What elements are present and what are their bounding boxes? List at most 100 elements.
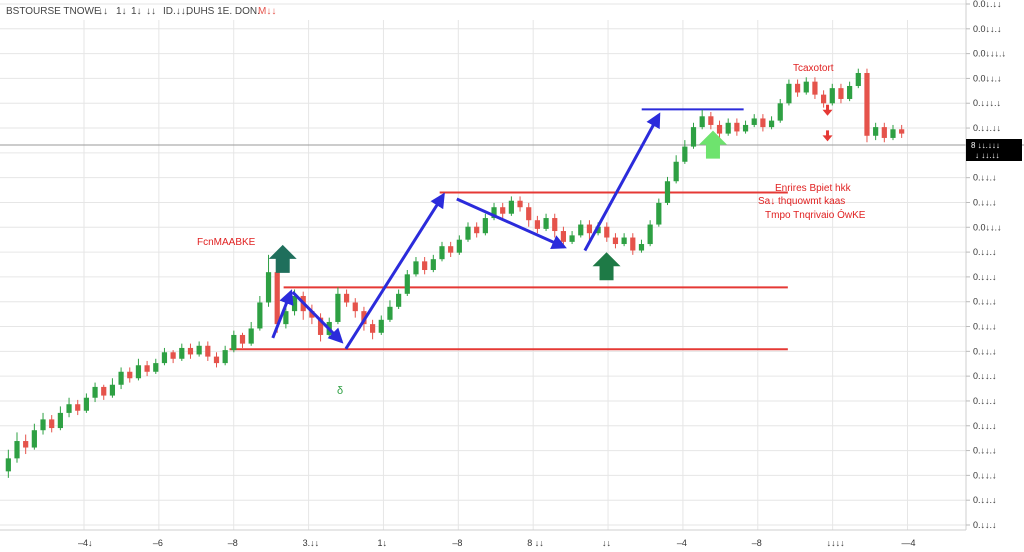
candle-body [153,363,159,372]
y-tick-label: 0.↓↓.↓ [973,421,997,431]
annotation-note-line-1: Enrires Bpiet hkk [775,183,852,194]
candle-body [647,224,653,245]
candle-body [387,306,393,320]
candle-body [222,350,228,364]
candle-body [430,259,436,271]
y-tick-label: 0.↓↓.↓ [973,322,997,332]
candle-body [109,384,116,396]
candle-body [187,347,194,355]
candle-body [508,200,514,214]
annotation-top-label: Tcaxotort [793,63,834,74]
x-tick-label: ↓↓↓↓ [827,538,845,548]
y-tick-label: 0.0↓.↓↓ [973,0,1002,9]
candle-body [135,365,142,379]
candle-body [422,261,428,271]
candle-body [5,458,11,472]
candle-body [66,404,72,413]
candle-body [378,319,384,333]
candle-body [664,181,671,203]
annotation-note-line-3: Tmpo Tnqrivaio ÓwKE [765,208,866,221]
candle-body [205,345,211,357]
candle-body [23,441,29,448]
y-tick-label: 0.↓↓.↓ [973,371,997,381]
candle-body [491,207,497,219]
candle-body [890,129,896,138]
candle-body [343,293,350,303]
candle-body [777,103,783,121]
y-tick-label: 0.↓↓.↓ [973,495,997,505]
trend-arrows [271,112,661,350]
candle-body [656,202,662,225]
up-arrow-marker [592,252,621,281]
candle-body [57,412,63,429]
x-tick-label: –4↓ [78,538,93,548]
candle-body [370,324,376,333]
candle-body [881,127,887,138]
candle-body [595,226,601,234]
y-tick-label: 0.↓↓.↓ [973,197,997,207]
x-tick-label: ↓↓ [602,538,611,548]
y-tick-label: 0.↓↓.↓ [973,297,997,307]
candle-body [231,334,237,351]
header-title: BSTOURSE TNOWE [6,6,101,17]
candle-body [742,124,749,132]
candle-body [552,218,558,232]
signal-markers [268,104,833,281]
candle-body [560,231,567,242]
candle-body [317,317,324,335]
candle-body [543,218,549,229]
candle-body [638,244,645,251]
candle-body [578,224,584,236]
candle-body [682,146,688,162]
candle-body [213,356,220,364]
x-tick-label: –8 [452,538,462,548]
x-tick-label: –6 [153,538,163,548]
candle-body [821,94,827,104]
candle-body [283,311,289,325]
x-tick-label: –8 [228,538,238,548]
candle-body [309,311,315,318]
candles [5,68,905,478]
candle-body [534,220,540,229]
down-arrow-marker [822,130,833,142]
candle-body [144,365,150,372]
candle-body [413,261,419,275]
candle-body [161,352,168,364]
y-tick-label: 0.↓↓.↓ [973,247,997,257]
candle-body [291,295,298,312]
candle-body [794,83,801,93]
y-tick-label: 0.0↓↓.↓ [973,222,1002,232]
annotation-left-label: FcnMAABKE [197,237,256,248]
candle-body [873,127,879,136]
candle-body [725,122,731,134]
candle-body [456,239,462,253]
candle-body [257,302,263,329]
y-tick-label: 0.↓↓.↓ [973,272,997,282]
x-tick-label: 8 ↓↓ [527,538,544,548]
candle-body [396,293,402,307]
candle-body [239,334,246,344]
grid-lines [0,3,966,530]
candle-body [604,226,610,238]
annotation-small-marker: δ [337,385,343,397]
candle-body [630,237,636,251]
candle-body [14,441,20,459]
candle-body [838,88,844,99]
trend-arrow [456,197,567,249]
candle-body [265,272,272,303]
x-tick-label: –8 [752,538,762,548]
candle-body [335,293,341,322]
candle-body [708,116,714,125]
candle-body [500,207,506,214]
y-tick-label: 0.0↓↓.↓ [973,24,1002,34]
trend-arrow [583,112,661,252]
trend-arrow [344,192,445,350]
support-resistance-lines [229,108,788,351]
header-symbol-1: ↓↓ [98,6,108,17]
price-tag-line-2: ↓ ↓↓.↓↓ [975,151,999,160]
price-tag-bg [966,139,1022,161]
candle-body [75,404,81,411]
candle-body [716,124,723,134]
y-tick-label: 0.↓↓.↓ [973,346,997,356]
